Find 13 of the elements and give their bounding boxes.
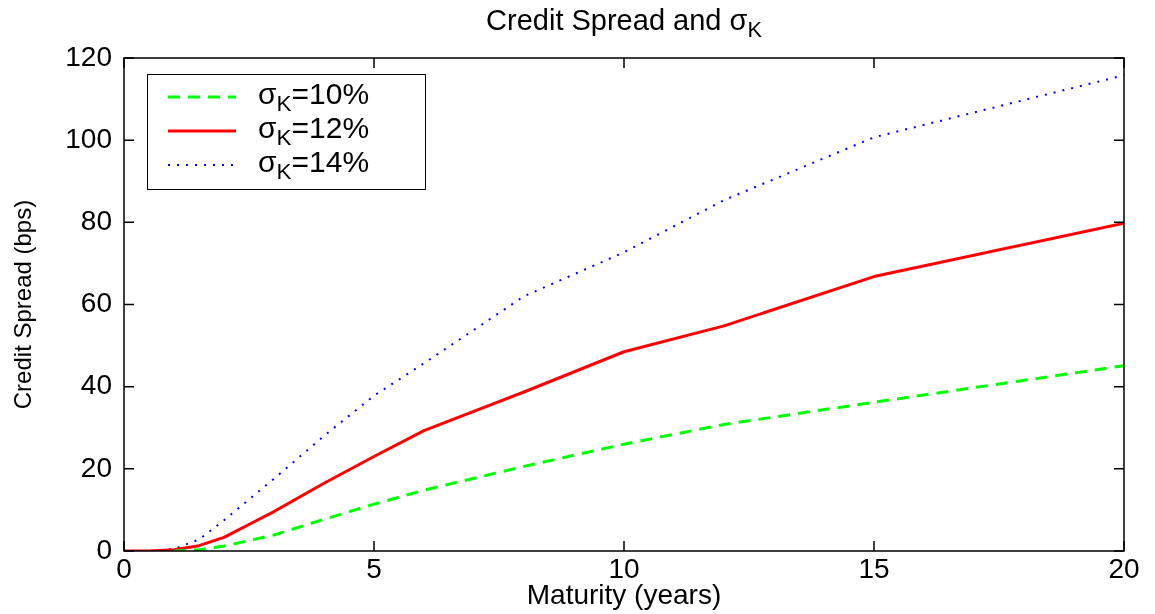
line-series (172, 364, 1124, 551)
x-tick-label: 0 (116, 552, 132, 584)
y-tick-label: 120 (65, 40, 112, 72)
x-tick-label: 20 (1108, 552, 1140, 584)
x-tick-label: 5 (366, 552, 382, 584)
x-tick-label: 15 (858, 552, 890, 584)
y-tick-label: 40 (80, 369, 112, 401)
y-tick-label: 80 (80, 205, 112, 237)
chart-title: Credit Spread and σ$_{K}$ (486, 4, 762, 44)
y-axis-title: Credit Spread (bps) (9, 199, 37, 410)
y-tick-label: 60 (80, 287, 112, 319)
y-tick-label: 100 (65, 122, 112, 154)
y-tick-label: 20 (80, 451, 112, 483)
